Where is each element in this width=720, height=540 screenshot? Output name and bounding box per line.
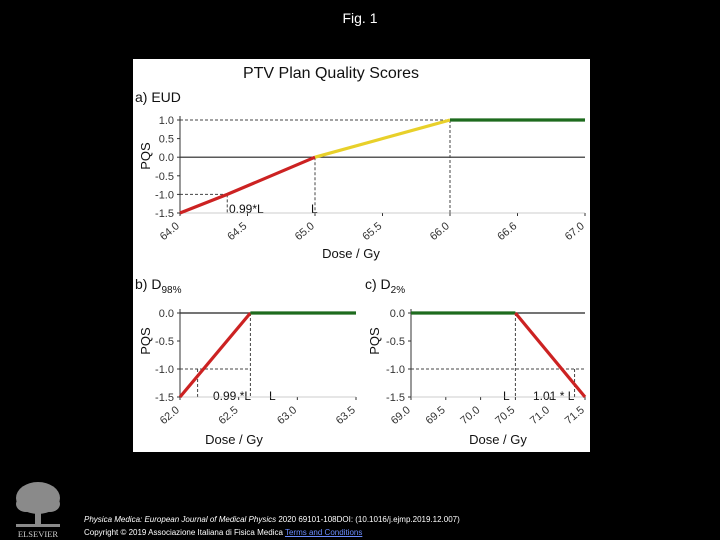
- panel-c-plot: 0.0 -0.5 -1.0 -1.569.0 69.5 70.0 70.5 71.0 71.5: [386, 308, 587, 427]
- y-tick-label: -1.5: [155, 392, 174, 404]
- y-tick-label: -1.0: [155, 364, 174, 376]
- footer-copyright-text: Copyright © 2019 Associazione Italiana d…: [84, 528, 283, 537]
- footer-journal-name: Physica Medica: European Journal of Medi…: [84, 515, 277, 524]
- y-tick-label: 1.0: [159, 115, 174, 127]
- panel-a-annot-099l: 0.99*L: [229, 202, 264, 216]
- panel-b-ylabel: PQS: [138, 327, 153, 355]
- footer-copyright: Copyright © 2019 Associazione Italiana d…: [84, 528, 362, 537]
- footer-citation-doi: 2020 69101-108DOI: (10.1016/j.ejmp.2019.…: [276, 515, 460, 524]
- x-tick-label: 69.0: [389, 404, 413, 427]
- y-tick-label: -0.5: [386, 336, 405, 348]
- panel-c-annot-l: L: [503, 389, 510, 403]
- series-line-red: [179, 155, 316, 215]
- panel-b-annot-099l: 0.99 *L: [213, 389, 251, 403]
- panel-c-label-sub: 2%: [391, 285, 406, 296]
- y-tick-label: -1.5: [386, 392, 405, 404]
- footer-citation: Physica Medica: European Journal of Medi…: [84, 515, 460, 524]
- panel-b-label: b) D98%: [135, 276, 182, 296]
- x-tick-label: 62.5: [216, 404, 240, 427]
- panel-c-annot-101l: 1.01 * L: [533, 389, 575, 403]
- x-tick-label: 64.0: [158, 220, 182, 243]
- x-tick-label: 70.5: [493, 404, 517, 427]
- series-line-red: [514, 311, 587, 399]
- panel-c-label: c) D2%: [365, 276, 405, 296]
- panel-a-plot: 1.0 0.5 0.0 -0.5 -1.0 -1.564.0 64.5 65.0 65.5 66.…: [155, 115, 587, 243]
- x-tick-label: 63.5: [334, 404, 358, 427]
- chart-svg: PTV Plan Quality Scores a) EUD PQS Dose …: [135, 65, 587, 447]
- x-tick-label: 66.0: [428, 220, 452, 243]
- y-tick-label: -1.0: [386, 364, 405, 376]
- figure-title: Fig. 1: [342, 10, 378, 26]
- x-tick-label: 69.5: [424, 404, 448, 427]
- tree-icon: [16, 482, 60, 527]
- terms-link[interactable]: Terms and Conditions: [284, 528, 363, 537]
- panel-c-label-main: c) D: [365, 276, 391, 292]
- panel-b-plot: 0.0 -0.5 -1.0 -1.562.0 62.5 63.0 63.5: [155, 308, 358, 427]
- x-tick-label: 62.0: [158, 404, 182, 427]
- y-tick-label: -0.5: [155, 336, 174, 348]
- panel-b-label-sub: 98%: [161, 285, 181, 296]
- y-tick-label: -1.5: [155, 208, 174, 220]
- panel-a-xlabel: Dose / Gy: [322, 246, 380, 261]
- x-tick-label: 63.0: [275, 404, 299, 427]
- panel-c-ylabel: PQS: [367, 327, 382, 355]
- y-tick-label: 0.5: [159, 134, 174, 146]
- elsevier-logo-text: ELSEVIER: [18, 529, 58, 539]
- y-tick-label: -1.0: [155, 189, 174, 201]
- y-tick-label: 0.0: [159, 308, 174, 320]
- chart-panel: PTV Plan Quality Scores a) EUD PQS Dose …: [133, 59, 590, 452]
- chart-title: PTV Plan Quality Scores: [243, 65, 419, 82]
- series-line-yellow: [314, 118, 451, 159]
- y-tick-label: 0.0: [390, 308, 405, 320]
- x-tick-label: 67.0: [563, 220, 587, 243]
- panel-b-xlabel: Dose / Gy: [205, 432, 263, 447]
- x-tick-label: 65.5: [360, 220, 384, 243]
- x-tick-label: 71.5: [563, 404, 587, 427]
- y-tick-label: -0.5: [155, 171, 174, 183]
- x-tick-label: 65.0: [293, 220, 317, 243]
- panel-b-annot-l: L: [269, 389, 276, 403]
- x-tick-label: 66.6: [495, 220, 519, 243]
- elsevier-logo: ELSEVIER: [6, 478, 70, 540]
- panel-c-xlabel: Dose / Gy: [469, 432, 527, 447]
- panel-b-label-main: b) D: [135, 276, 161, 292]
- x-tick-label: 70.0: [458, 404, 482, 427]
- panel-a-ylabel: PQS: [138, 142, 153, 170]
- y-tick-label: 0.0: [159, 152, 174, 164]
- series-line-red: [178, 311, 252, 399]
- panel-a-label: a) EUD: [135, 89, 181, 105]
- x-tick-label: 64.5: [225, 220, 249, 243]
- x-tick-label: 71.0: [528, 404, 552, 427]
